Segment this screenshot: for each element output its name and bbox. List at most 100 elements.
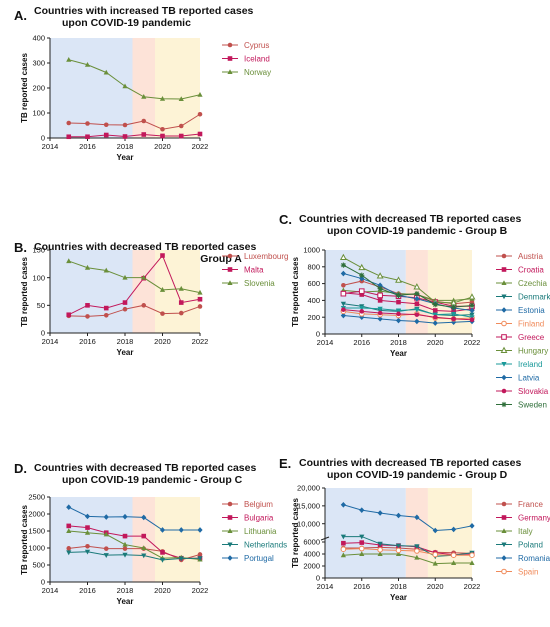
x-tick-label: 2022: [192, 337, 209, 346]
legend-entry: Iceland: [222, 55, 270, 64]
legend-label: Germany: [518, 514, 550, 523]
data-point: [358, 288, 365, 294]
data-point: [122, 300, 128, 305]
series-line: [343, 504, 473, 532]
y-tick-label: 2500: [28, 493, 45, 502]
series-line: [343, 292, 473, 312]
legend-entry: Finland: [496, 320, 544, 329]
chart-title: Countries with increased TB reported cas…: [34, 5, 254, 17]
data-point: [84, 529, 91, 535]
data-point: [159, 527, 166, 533]
series-line: [68, 59, 201, 100]
panel-label: D.: [14, 461, 27, 476]
x-tick-label: 2016: [79, 337, 96, 346]
series-line: [68, 304, 201, 317]
y-tick-label: 6000: [303, 538, 320, 547]
legend-label: Croatia: [518, 266, 544, 275]
x-tick-label: 2018: [390, 582, 407, 591]
legend-entry: France: [496, 500, 543, 509]
data-point: [469, 312, 475, 318]
legend-label: Ireland: [518, 360, 542, 369]
series-line: [343, 546, 473, 554]
data-point: [141, 132, 147, 137]
y-tick-label: 0: [41, 578, 45, 587]
axis-break-mark: [320, 536, 330, 541]
legend-entry: Hungary: [496, 347, 548, 356]
chart-title: upon COVID-19 pandemic - Group D: [327, 469, 508, 481]
data-point: [359, 305, 365, 311]
legend-entry: Portugal: [222, 554, 274, 563]
series-line: [343, 548, 472, 556]
series-portugal: [66, 504, 203, 533]
data-point: [159, 95, 166, 101]
legend-marker: [501, 280, 507, 285]
data-point: [122, 541, 128, 547]
shade-post-pandemic: [155, 497, 200, 582]
data-point: [66, 546, 72, 551]
data-point: [85, 525, 90, 530]
data-point: [414, 291, 420, 297]
data-point: [359, 534, 365, 540]
y-tick-label: 0: [316, 330, 320, 339]
data-point: [340, 290, 347, 297]
data-point: [141, 303, 147, 308]
x-tick-label: 2014: [42, 142, 59, 151]
data-point: [377, 547, 383, 553]
x-tick-label: 2022: [464, 338, 481, 347]
x-tick-label: 2014: [42, 337, 59, 346]
data-point: [66, 312, 72, 318]
series-line: [68, 113, 201, 130]
data-point: [395, 512, 402, 519]
data-point: [160, 311, 165, 316]
data-point: [377, 316, 383, 322]
data-point: [178, 556, 184, 562]
y-tick-label: 10,000: [297, 519, 320, 528]
legend-entry: Poland: [496, 541, 543, 550]
data-point: [377, 510, 383, 516]
x-tick-label: 2014: [42, 586, 59, 595]
data-point: [66, 528, 72, 533]
data-point: [160, 550, 165, 555]
y-tick-label: 0: [41, 329, 45, 338]
legend-label: Norway: [244, 68, 271, 77]
y-tick-label: 1000: [303, 246, 320, 255]
y-tick-label: 2000: [28, 510, 45, 519]
legend-entry: Slovenia: [222, 279, 275, 288]
legend-label: Romania: [518, 554, 550, 563]
legend-label: Greece: [518, 333, 545, 342]
legend-entry: Slovakia: [496, 387, 549, 396]
legend-label: Poland: [518, 541, 543, 550]
legend-marker: [501, 401, 507, 408]
x-tick-label: 2020: [154, 142, 171, 151]
legend-entry: Lithuania: [222, 527, 277, 536]
chart-title: upon COVID-19 pandemic - Group B: [327, 225, 508, 237]
x-tick-label: 2014: [317, 338, 334, 347]
legend-marker: [227, 542, 233, 548]
x-tick-label: 2014: [317, 582, 334, 591]
data-point: [66, 120, 72, 126]
data-point: [377, 551, 383, 556]
data-point: [103, 122, 109, 128]
legend-label: Estonia: [518, 306, 545, 315]
data-point: [122, 122, 128, 128]
data-point: [66, 550, 72, 556]
series-line: [68, 530, 201, 561]
legend-entry: Romania: [496, 554, 550, 563]
data-point: [66, 56, 72, 62]
y-tick-label: 100: [32, 109, 45, 118]
legend-marker: [501, 555, 507, 561]
legend-entry: Austria: [496, 252, 543, 261]
x-axis-label: Year: [390, 593, 407, 602]
x-tick-label: 2020: [154, 337, 171, 346]
x-axis-label: Year: [117, 348, 134, 357]
legend-marker: [501, 334, 507, 340]
y-tick-label: 200: [32, 84, 45, 93]
x-tick-label: 2020: [427, 582, 444, 591]
y-tick-label: 400: [32, 34, 45, 43]
data-point: [396, 311, 401, 317]
y-tick-label: 1500: [28, 527, 45, 536]
legend-marker: [501, 294, 507, 300]
series-line: [343, 257, 473, 304]
x-tick-label: 2018: [117, 337, 134, 346]
